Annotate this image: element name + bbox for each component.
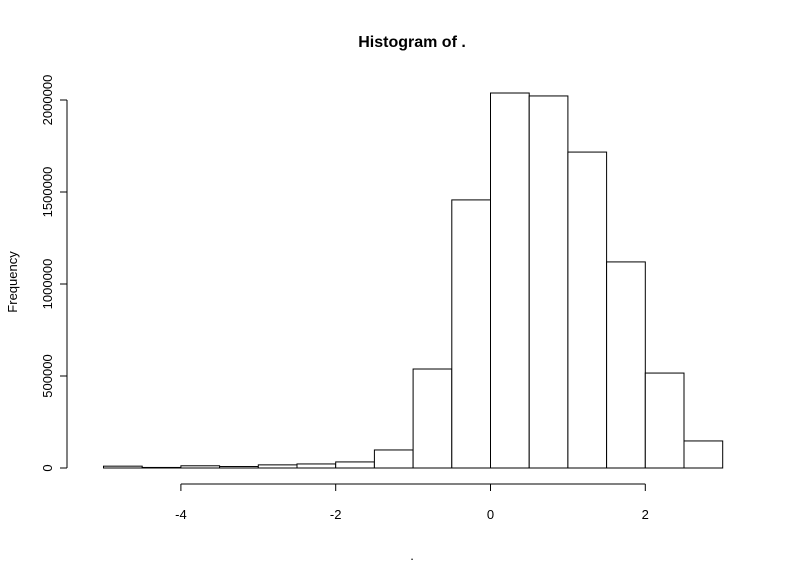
bar	[335, 461, 375, 469]
bar	[528, 95, 569, 469]
y-tick-label: 500000	[40, 354, 55, 397]
x-axis-label: .	[410, 548, 414, 563]
bar	[606, 261, 646, 469]
bar	[567, 151, 608, 469]
y-tick-label: 0	[40, 464, 55, 471]
x-tick-label: -2	[330, 507, 342, 522]
bar	[141, 466, 182, 469]
bar	[219, 466, 259, 469]
x-tick-label: 2	[642, 507, 649, 522]
bar	[103, 465, 143, 469]
bar	[180, 465, 221, 469]
bar	[683, 440, 724, 469]
y-axis-label: Frequency	[5, 251, 20, 313]
x-tick-label: 0	[487, 507, 494, 522]
bar	[412, 368, 453, 469]
y-tick-label: 2000000	[40, 75, 55, 126]
bar	[451, 199, 491, 469]
bar	[296, 463, 337, 469]
bar	[644, 372, 685, 469]
bar	[257, 464, 298, 469]
chart-title: Histogram of .	[358, 34, 466, 51]
y-tick-label: 1500000	[40, 167, 55, 218]
bar	[373, 449, 414, 469]
bar	[490, 92, 530, 469]
x-tick-label: -4	[175, 507, 187, 522]
y-tick-label: 1000000	[40, 259, 55, 310]
